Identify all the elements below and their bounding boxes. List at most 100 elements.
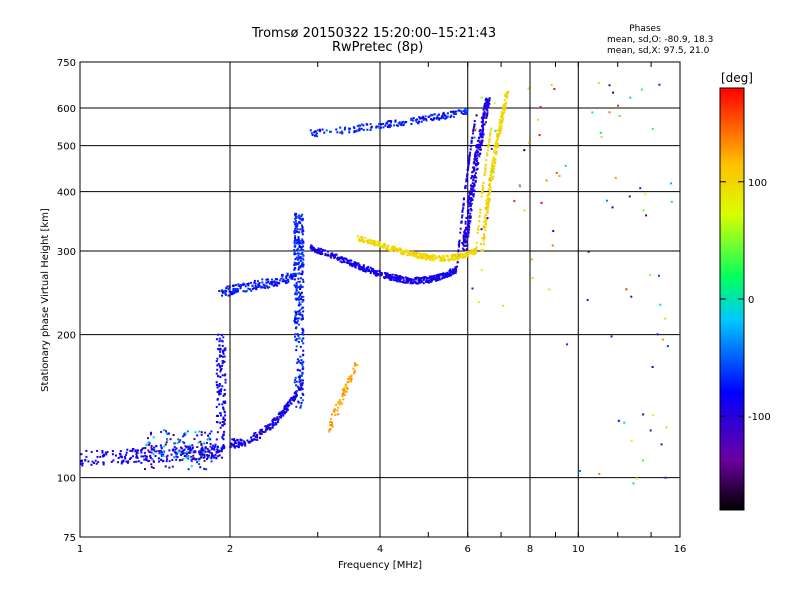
data-point — [293, 240, 296, 243]
data-point — [116, 461, 119, 464]
data-point — [220, 390, 223, 393]
data-point — [264, 430, 267, 433]
data-point — [488, 178, 491, 181]
data-point — [293, 261, 296, 264]
data-point — [282, 414, 285, 417]
data-point — [314, 133, 317, 136]
data-point — [410, 253, 413, 256]
data-point — [221, 291, 224, 294]
data-point — [474, 248, 477, 251]
data-point — [278, 279, 281, 282]
data-point — [90, 463, 93, 466]
data-point — [267, 427, 270, 430]
data-point — [488, 197, 491, 200]
data-point — [151, 448, 154, 451]
data-point — [483, 216, 486, 219]
y-tick-label: 600 — [57, 104, 76, 115]
data-point — [492, 157, 495, 160]
data-point — [644, 193, 647, 196]
data-point — [384, 247, 387, 250]
data-point — [136, 456, 139, 459]
data-point — [458, 242, 461, 245]
data-point — [97, 461, 100, 464]
data-point — [215, 372, 218, 375]
data-point — [265, 281, 268, 284]
data-point — [496, 132, 499, 135]
data-point — [316, 129, 319, 132]
data-point — [343, 388, 346, 391]
data-point — [419, 257, 422, 260]
data-point — [419, 278, 422, 281]
data-point — [406, 250, 409, 253]
data-point — [555, 171, 558, 174]
data-point — [154, 455, 157, 458]
data-point — [323, 131, 326, 134]
data-point — [300, 241, 303, 244]
data-point — [473, 169, 476, 172]
data-point — [356, 125, 359, 128]
data-point — [298, 317, 301, 320]
data-point — [496, 138, 499, 141]
data-point — [179, 451, 182, 454]
data-point — [484, 206, 487, 209]
data-point — [369, 271, 372, 274]
data-point — [201, 446, 204, 449]
data-point — [338, 399, 341, 402]
data-point — [285, 407, 288, 410]
data-point — [501, 119, 504, 122]
data-point — [225, 287, 228, 290]
data-point — [430, 256, 433, 259]
data-point — [297, 401, 300, 404]
data-point — [431, 119, 434, 122]
data-point — [537, 118, 540, 121]
data-point — [378, 270, 381, 273]
data-point — [243, 283, 246, 286]
data-point — [472, 249, 475, 252]
data-point — [484, 163, 487, 166]
data-point — [651, 127, 654, 130]
data-point — [299, 287, 302, 290]
data-point — [253, 287, 256, 290]
data-point — [445, 116, 448, 119]
data-point — [220, 414, 223, 417]
x-tick-label: 1 — [77, 544, 83, 555]
data-point — [211, 453, 214, 456]
data-point — [199, 451, 202, 454]
data-point — [465, 254, 468, 257]
data-point — [210, 457, 213, 460]
data-point — [295, 225, 298, 228]
data-point — [151, 458, 154, 461]
data-point — [379, 242, 382, 245]
data-point — [488, 138, 491, 141]
data-point — [319, 252, 322, 255]
data-point — [487, 98, 490, 101]
data-point — [295, 256, 298, 259]
data-point — [168, 432, 171, 435]
data-point — [354, 364, 357, 367]
data-point — [610, 335, 613, 338]
data-point — [276, 418, 279, 421]
data-point — [302, 278, 305, 281]
data-point — [488, 134, 491, 137]
data-point — [398, 249, 401, 252]
data-point — [239, 441, 242, 444]
data-point — [152, 453, 155, 456]
data-point — [368, 268, 371, 271]
data-point — [469, 215, 472, 218]
data-point — [217, 347, 220, 350]
data-point — [481, 190, 484, 193]
data-point — [300, 257, 303, 260]
data-point — [150, 431, 153, 434]
data-point — [485, 211, 488, 214]
data-point — [302, 342, 305, 345]
data-point — [353, 261, 356, 264]
data-point — [114, 454, 117, 457]
data-point — [500, 111, 503, 114]
data-point — [393, 276, 396, 279]
data-point — [487, 144, 490, 147]
data-point — [440, 277, 443, 280]
data-point — [212, 456, 215, 459]
data-point — [218, 290, 221, 293]
data-point — [259, 285, 262, 288]
